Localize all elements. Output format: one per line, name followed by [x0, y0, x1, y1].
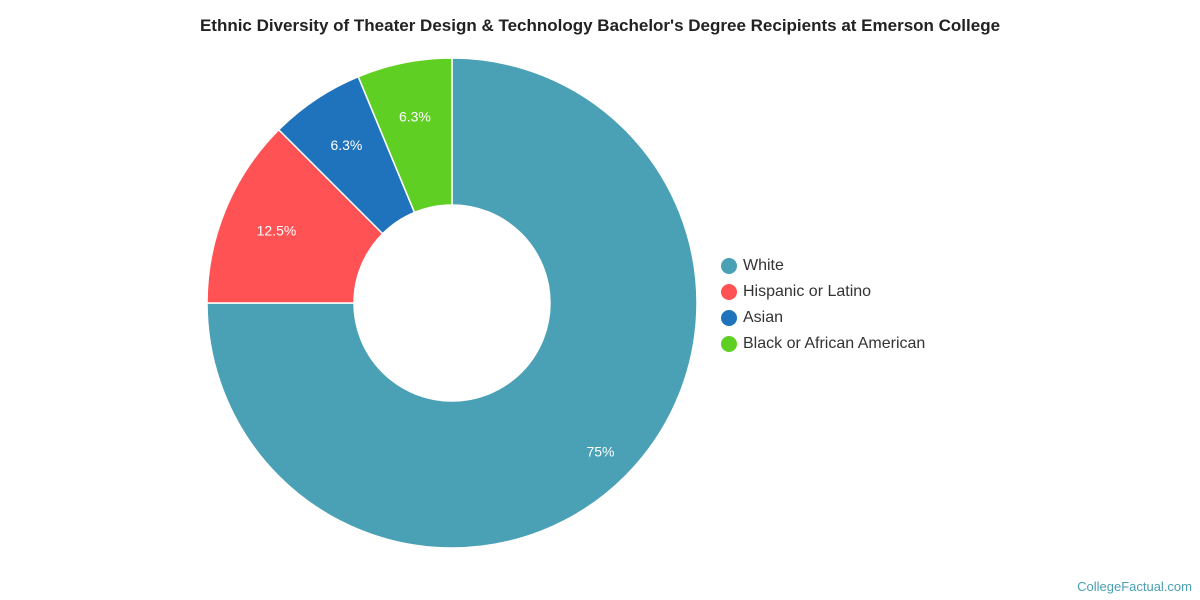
legend-label: Black or African American [743, 335, 926, 352]
legend-label: Asian [743, 309, 784, 326]
slice-label: 6.3% [399, 109, 431, 125]
legend-label: Hispanic or Latino [743, 283, 872, 300]
legend-item[interactable]: Hispanic or Latino [721, 279, 925, 305]
slice-label: 75% [586, 443, 614, 459]
legend-swatch [721, 336, 737, 352]
legend-swatch [721, 258, 737, 274]
legend-label: White [743, 257, 784, 274]
legend-item[interactable]: Black or African American [721, 331, 925, 357]
legend-swatch [721, 310, 737, 326]
legend-item[interactable]: White [721, 253, 925, 279]
slice-label: 12.5% [257, 222, 297, 238]
chart-legend: White Hispanic or Latino Asian Black or Afr… [721, 253, 925, 357]
slice-white[interactable] [206, 57, 698, 549]
slice-label: 6.3% [330, 137, 362, 153]
watermark: CollegeFactual.com [1077, 579, 1192, 594]
legend-item[interactable]: Asian [721, 305, 925, 331]
legend-swatch [721, 284, 737, 300]
chart-title: Ethnic Diversity of Theater Design & Tec… [199, 16, 1001, 35]
slice-black-or-african-american[interactable] [357, 57, 453, 214]
slice-hispanic-or-latino[interactable] [206, 128, 384, 304]
